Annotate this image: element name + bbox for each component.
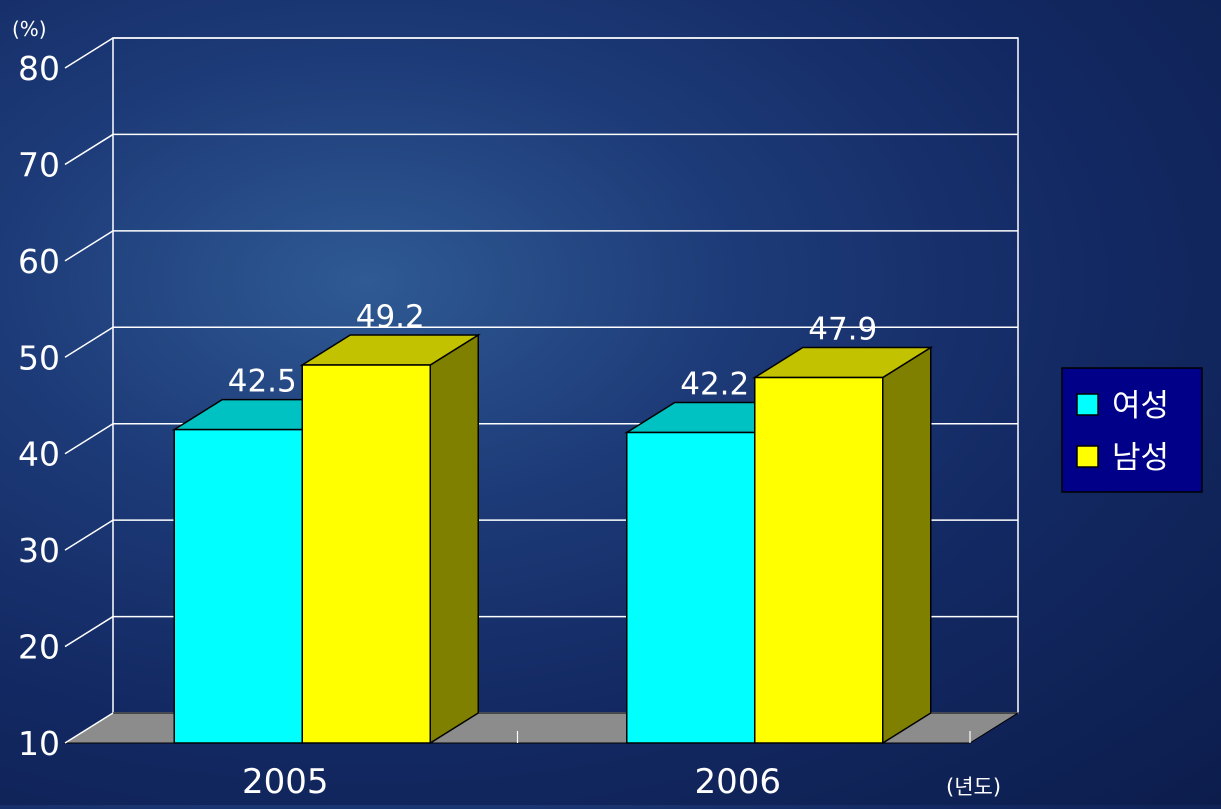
gridline-side (64, 423, 114, 455)
legend-label: 남성 (1112, 440, 1169, 476)
legend-label: 여성 (1112, 388, 1169, 424)
legend-swatch (1076, 393, 1099, 416)
x-unit-label: (년도) (946, 775, 1001, 799)
data-label: 42.2 (680, 367, 749, 403)
bar-side (882, 346, 932, 745)
y-tick-label: 40 (18, 435, 60, 474)
y-tick-label: 20 (18, 628, 60, 667)
gridline-side (64, 712, 114, 744)
y-tick-label: 30 (18, 531, 60, 570)
bar-side (429, 333, 479, 745)
gridline-side (64, 230, 114, 262)
gridline-side (64, 37, 114, 69)
y-tick-label: 70 (18, 145, 60, 184)
x-tick-label: 2006 (694, 762, 781, 802)
bars (171, 333, 934, 745)
bar-front (754, 376, 884, 744)
axes: 2005 2006 10 20 30 40 50 60 70 80 (%) (년도) (12, 17, 1001, 802)
data-labels: 42.5 49.2 42.2 47.9 (228, 299, 878, 403)
bar-front (173, 428, 303, 744)
bar-front (626, 431, 756, 744)
y-tick-label: 50 (18, 338, 60, 377)
bar-front (301, 364, 431, 744)
y-unit-label: (%) (12, 17, 47, 41)
bar-남성-2005 (299, 333, 481, 745)
y-tick-label: 60 (18, 242, 60, 281)
gridline-side (64, 615, 114, 648)
data-label: 42.5 (228, 364, 297, 400)
data-label: 47.9 (808, 312, 877, 348)
gridline-side (64, 326, 114, 358)
y-tick-label: 10 (18, 724, 60, 763)
legend-swatch (1076, 445, 1099, 468)
y-tick-label: 80 (18, 49, 60, 88)
data-label: 49.2 (356, 299, 425, 335)
legend-box (1061, 367, 1203, 493)
gridline-side (64, 519, 114, 551)
bar-남성-2006 (752, 346, 934, 745)
x-tick-label: 2005 (242, 762, 329, 802)
gridline-side (64, 133, 114, 166)
